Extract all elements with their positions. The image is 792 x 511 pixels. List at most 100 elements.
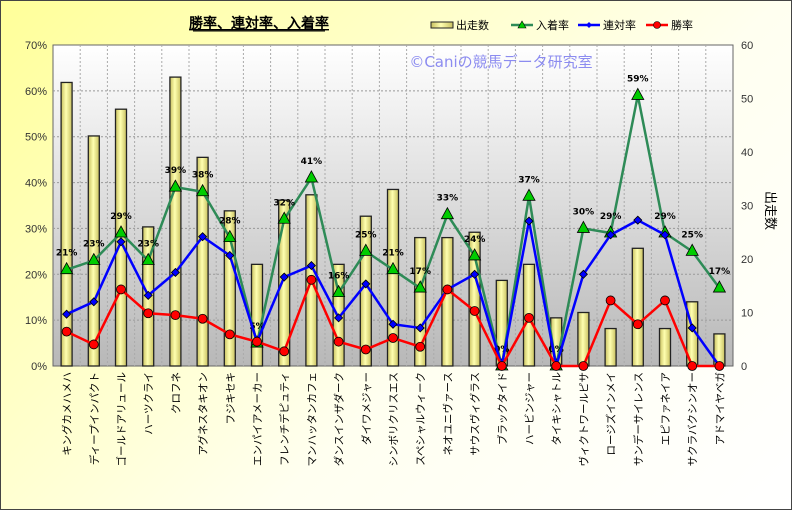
category-label: ハーツクライ bbox=[143, 372, 155, 435]
category-label: サウスヴィグラス bbox=[469, 372, 482, 456]
category-label: シンボリクリスエス bbox=[388, 372, 400, 467]
marker-連対率-3 bbox=[143, 290, 153, 300]
marker-連対率-4 bbox=[170, 267, 180, 278]
data-label: 30% bbox=[573, 207, 595, 217]
marker-入着率-14 bbox=[440, 206, 455, 220]
category-label: ハービンジャー bbox=[524, 372, 536, 445]
data-label: 59% bbox=[627, 74, 649, 84]
data-label: 33% bbox=[437, 194, 459, 204]
category-label: サンデーサイレンス bbox=[632, 372, 645, 466]
bar-ロージズインメイ bbox=[604, 327, 617, 367]
data-label: 29% bbox=[110, 212, 132, 222]
legend-label: 勝率 bbox=[671, 18, 693, 32]
category-label: スペシャルウィーク bbox=[415, 372, 427, 466]
chart-title: 勝率、連対率、入着率 bbox=[189, 15, 329, 32]
left-tick-label: 20% bbox=[25, 269, 47, 281]
marker-勝率-5 bbox=[197, 313, 208, 324]
marker-連対率-13 bbox=[415, 323, 425, 333]
data-label: 38% bbox=[192, 171, 214, 181]
marker-勝率-16 bbox=[496, 361, 507, 371]
marker-連対率-8 bbox=[279, 272, 289, 282]
data-label: 37% bbox=[518, 175, 540, 185]
category-label: ブラックタイド bbox=[496, 372, 509, 445]
bar-ディープインパクト bbox=[87, 135, 100, 367]
data-label: 24% bbox=[464, 235, 486, 245]
marker-入着率-0 bbox=[59, 261, 74, 275]
data-label: 39% bbox=[165, 166, 187, 176]
left-tick-label: 10% bbox=[25, 315, 47, 327]
legend-label: 入着率 bbox=[536, 18, 569, 32]
category-label: ヴィクトワールピサ bbox=[577, 372, 590, 467]
marker-連対率-21 bbox=[633, 215, 643, 225]
bar-シンボリクリスエス bbox=[386, 188, 400, 367]
marker-勝率-11 bbox=[360, 344, 371, 355]
watermark: ©Caniの競馬データ研究室 bbox=[409, 53, 592, 71]
marker-連対率-19 bbox=[578, 269, 588, 279]
marker-入着率-4 bbox=[168, 179, 183, 192]
left-tick-label: 60% bbox=[25, 86, 47, 98]
marker-勝率-15 bbox=[469, 306, 480, 316]
marker-勝率-22 bbox=[660, 295, 670, 306]
data-label: 23% bbox=[137, 240, 159, 250]
marker-入着率-19 bbox=[576, 220, 591, 233]
data-label: 29% bbox=[654, 212, 676, 222]
category-label: フジキセキ bbox=[225, 372, 237, 425]
bar-フジキセキ bbox=[223, 210, 236, 367]
right-tick-label: 20 bbox=[741, 254, 753, 266]
marker-勝率-17 bbox=[524, 312, 534, 323]
marker-連対率-11 bbox=[361, 279, 371, 289]
category-label: ダイワメジャー bbox=[360, 372, 373, 445]
legend-label: 連対率 bbox=[603, 18, 636, 32]
marker-連対率-2 bbox=[116, 237, 126, 247]
category-label: クロフネ bbox=[170, 372, 182, 414]
marker-連対率-17 bbox=[524, 216, 534, 226]
marker-勝率-3 bbox=[143, 308, 154, 319]
marker-連対率-10 bbox=[334, 313, 344, 323]
marker-連対率-0 bbox=[62, 309, 72, 319]
marker-入着率-5 bbox=[195, 183, 210, 197]
marker-連対率-22 bbox=[660, 230, 670, 240]
category-label: キングカメハメハ bbox=[61, 372, 74, 456]
data-label: 23% bbox=[83, 240, 105, 250]
marker-入着率-12 bbox=[386, 261, 400, 275]
legend-triangle-icon bbox=[517, 20, 527, 29]
data-label: 16% bbox=[328, 272, 350, 282]
data-label: 21% bbox=[382, 249, 404, 259]
category-label: ゴールドアリュール bbox=[115, 372, 128, 467]
data-label: 41% bbox=[301, 157, 323, 167]
legend-bar-swatch bbox=[430, 21, 454, 29]
left-tick-label: 40% bbox=[25, 178, 47, 190]
data-label: 25% bbox=[681, 230, 703, 240]
marker-勝率-0 bbox=[61, 326, 72, 337]
marker-入着率-21 bbox=[631, 87, 645, 100]
marker-入着率-24 bbox=[712, 280, 727, 293]
marker-勝率-23 bbox=[687, 361, 698, 371]
bar-サウスヴィグラス bbox=[468, 231, 481, 367]
bar-サンデーサイレンス bbox=[631, 247, 644, 367]
marker-勝率-18 bbox=[551, 361, 562, 371]
marker-連対率-9 bbox=[306, 261, 316, 271]
marker-入着率-17 bbox=[522, 188, 536, 201]
marker-勝率-9 bbox=[306, 274, 317, 285]
category-label: アグネスタキオン bbox=[197, 372, 210, 455]
data-label: 17% bbox=[409, 267, 431, 277]
bar-クロフネ bbox=[169, 76, 182, 367]
legend-diamond-icon bbox=[586, 22, 592, 28]
data-label: 0% bbox=[494, 345, 509, 355]
data-label: 32% bbox=[273, 198, 295, 208]
left-tick-label: 70% bbox=[25, 40, 47, 52]
marker-連対率-1 bbox=[89, 297, 99, 307]
marker-入着率-3 bbox=[141, 252, 155, 265]
bar-キングカメハメハ bbox=[60, 81, 73, 367]
marker-勝率-19 bbox=[578, 361, 589, 371]
marker-入着率-6 bbox=[223, 229, 237, 243]
marker-入着率-11 bbox=[359, 243, 373, 256]
right-tick-label: 40 bbox=[741, 147, 753, 159]
marker-勝率-8 bbox=[279, 346, 290, 357]
right-tick-label: 30 bbox=[741, 201, 753, 213]
bar-フレンチデピュティ bbox=[278, 199, 291, 367]
data-label: 21% bbox=[56, 249, 78, 259]
bar-アグネスタキオン bbox=[196, 156, 209, 367]
category-label: フレンチデピュティ bbox=[278, 372, 291, 466]
